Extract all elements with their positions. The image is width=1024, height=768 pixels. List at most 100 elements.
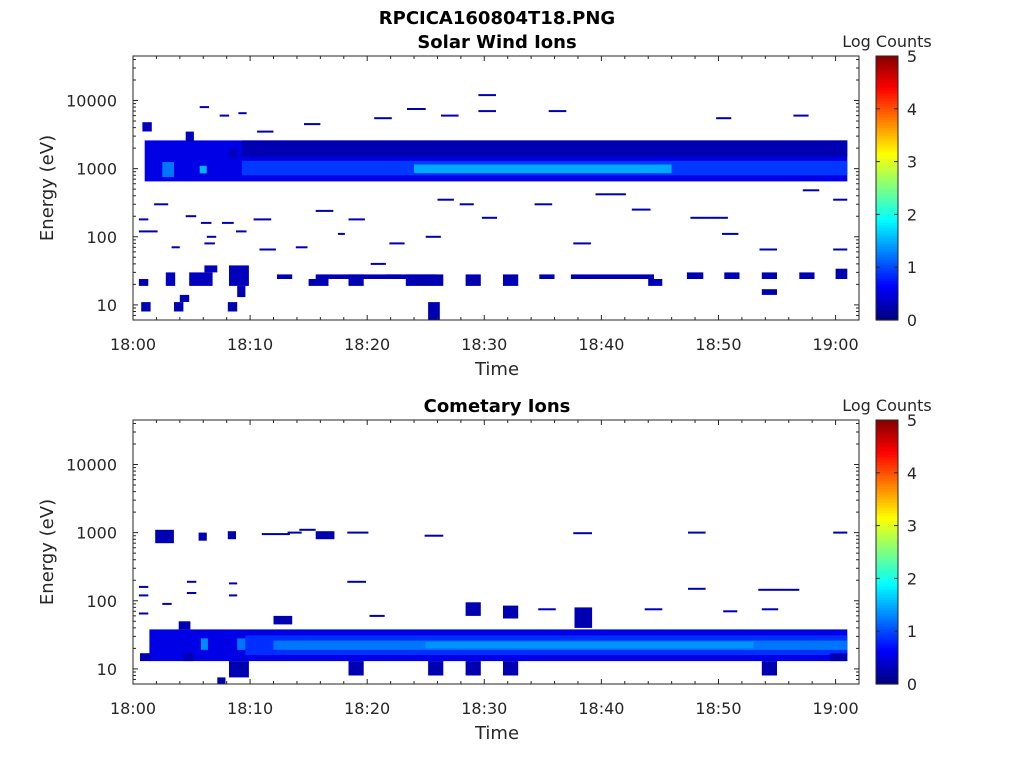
colorbar-step bbox=[876, 496, 898, 500]
colorbar-step bbox=[876, 56, 898, 60]
spectrogram-cell bbox=[308, 279, 329, 286]
colorbar-step bbox=[876, 314, 898, 318]
colorbar-step bbox=[876, 172, 898, 176]
spectrogram-cell bbox=[277, 274, 293, 279]
colorbar-step bbox=[876, 275, 898, 279]
spectrogram-cell bbox=[690, 216, 728, 219]
colorbar-step bbox=[876, 678, 898, 682]
spectrogram-cell bbox=[688, 531, 706, 534]
spectrogram-cell bbox=[716, 117, 732, 120]
spectrogram-cell bbox=[348, 218, 365, 221]
spectrogram-cell bbox=[204, 242, 215, 245]
spectrogram-cell bbox=[437, 198, 454, 201]
figure-title: RPCICA160804T18.PNG bbox=[379, 8, 615, 29]
colorbar-step bbox=[876, 665, 898, 669]
spectrogram-cell bbox=[503, 274, 519, 286]
spectrogram-cell bbox=[758, 588, 800, 591]
colorbar-step bbox=[876, 594, 898, 598]
y-tick-label: 10 bbox=[97, 296, 117, 315]
colorbar-step bbox=[876, 456, 898, 461]
spectrogram-cell bbox=[478, 94, 496, 97]
colorbar-step bbox=[876, 127, 898, 131]
colorbar-step bbox=[876, 454, 898, 458]
colorbar-step bbox=[876, 119, 898, 123]
spectrogram-cell bbox=[424, 534, 444, 537]
spectrogram-cell bbox=[425, 641, 754, 649]
colorbar-step bbox=[876, 520, 898, 524]
spectrogram-cell bbox=[229, 661, 249, 678]
colorbar-frame bbox=[875, 55, 899, 321]
spectrogram-cell bbox=[478, 110, 496, 113]
colorbar-step bbox=[876, 599, 898, 603]
colorbar-step bbox=[876, 504, 898, 508]
spectrogram-cell bbox=[287, 531, 302, 534]
colorbar-step bbox=[876, 248, 898, 252]
spectrogram-cell bbox=[761, 608, 779, 611]
colorbar-step bbox=[876, 74, 898, 78]
spectrogram-cell bbox=[315, 531, 335, 540]
colorbar-step bbox=[876, 151, 898, 155]
colorbar-step bbox=[876, 169, 898, 173]
spectrogram-cell bbox=[206, 235, 217, 238]
colorbar-step bbox=[876, 103, 898, 107]
spectrogram-cell bbox=[304, 123, 321, 126]
colorbar-step bbox=[876, 591, 898, 595]
spectrogram-cell bbox=[570, 274, 654, 279]
colorbar-step bbox=[876, 517, 898, 521]
colorbar-step bbox=[876, 195, 898, 200]
colorbar-step bbox=[876, 647, 898, 651]
colorbar-step bbox=[876, 272, 898, 276]
colorbar-tick-label: 4 bbox=[907, 100, 917, 119]
colorbar-step bbox=[876, 87, 898, 91]
spectrogram-cell bbox=[459, 203, 474, 206]
spectrogram-cell bbox=[465, 661, 481, 676]
colorbar-step bbox=[876, 565, 898, 569]
colorbar-step bbox=[876, 277, 898, 281]
spectrogram-cell bbox=[315, 209, 334, 212]
colorbar-tick-label: 5 bbox=[907, 411, 917, 430]
colorbar-step bbox=[876, 615, 898, 619]
colorbar-step bbox=[876, 507, 898, 511]
colorbar-step bbox=[876, 264, 898, 268]
spectrogram-cell bbox=[259, 248, 276, 251]
spectrogram-cell bbox=[178, 621, 191, 630]
colorbar-step bbox=[876, 100, 898, 105]
colorbar-step bbox=[876, 161, 898, 165]
colorbar-step bbox=[876, 143, 898, 147]
spectrogram-cell bbox=[425, 235, 441, 238]
colorbar-step bbox=[876, 623, 898, 627]
colorbar-step bbox=[876, 596, 898, 601]
colorbar-step bbox=[876, 122, 898, 126]
colorbar-step bbox=[876, 581, 898, 585]
colorbar-step bbox=[876, 441, 898, 445]
colorbar-step bbox=[876, 578, 898, 582]
colorbar-step bbox=[876, 238, 898, 242]
spectrogram-cell bbox=[140, 653, 151, 662]
colorbar-step bbox=[876, 85, 898, 89]
colorbar-step bbox=[876, 145, 898, 149]
colorbar-step bbox=[876, 77, 898, 81]
colorbar-step bbox=[876, 604, 898, 609]
colorbar-step bbox=[876, 567, 898, 572]
colorbar-step bbox=[876, 449, 898, 453]
spectrogram-cell bbox=[833, 248, 848, 251]
colorbar-step bbox=[876, 158, 898, 163]
spectrogram-cell bbox=[761, 661, 777, 676]
x-tick-label: 19:00 bbox=[813, 699, 859, 718]
colorbar-step bbox=[876, 290, 898, 295]
colorbar-step bbox=[876, 58, 898, 62]
colorbar-step bbox=[876, 654, 898, 659]
colorbar: 0 1 2 3 4 5 bbox=[875, 411, 917, 694]
colorbar-step bbox=[876, 190, 898, 194]
x-tick-label: 18:40 bbox=[578, 335, 624, 354]
colorbar-step bbox=[876, 235, 898, 239]
y-tick-label: 100 bbox=[86, 592, 117, 611]
colorbar-step bbox=[876, 261, 898, 266]
colorbar-step bbox=[876, 95, 898, 99]
colorbar-step bbox=[876, 515, 898, 519]
colorbar-step bbox=[876, 443, 898, 447]
colorbar-step bbox=[876, 662, 898, 667]
colorbar-step bbox=[876, 438, 898, 442]
colorbar-step bbox=[876, 98, 898, 102]
